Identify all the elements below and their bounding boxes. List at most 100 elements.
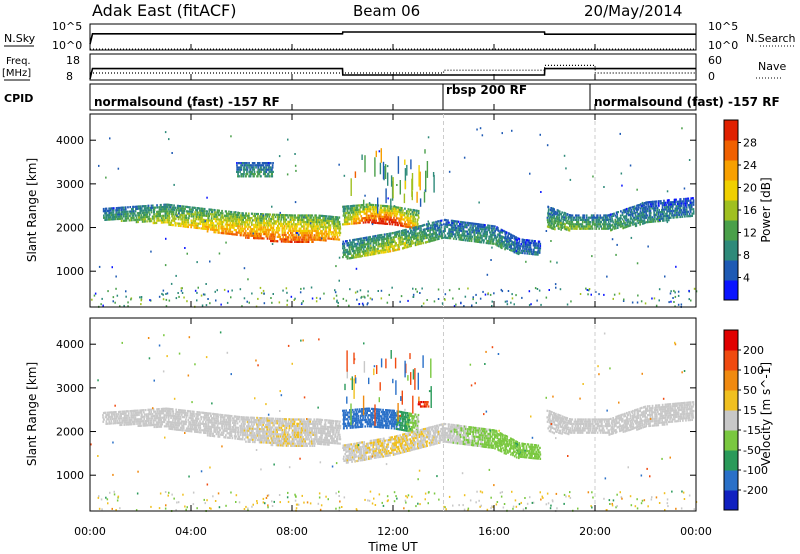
power-cell [516, 239, 518, 242]
power-cell [104, 209, 107, 213]
power-cell [454, 235, 457, 238]
power-cell [129, 210, 132, 213]
power-cell [428, 238, 430, 241]
power-cell [192, 215, 195, 218]
power-cell [330, 237, 333, 240]
power-cell [357, 204, 360, 207]
power-cell [348, 216, 350, 219]
power-cell [674, 198, 676, 201]
power-cell [323, 237, 326, 240]
power-cell [289, 236, 292, 239]
power-cell [305, 234, 307, 237]
power-cell [323, 221, 326, 224]
power-cell [537, 253, 539, 256]
power-cell [213, 226, 216, 229]
power-cell [138, 216, 140, 219]
power-cell [378, 213, 381, 216]
power-cell [683, 200, 685, 203]
power-cell [644, 221, 647, 224]
power-cell [254, 232, 257, 235]
power-cell [353, 238, 356, 241]
power-cell [221, 225, 223, 228]
power-cell [431, 233, 434, 236]
power-cell [330, 220, 333, 223]
power-cell [562, 218, 565, 221]
power-cell [384, 209, 387, 212]
power-sparse-cell [683, 187, 686, 190]
power-cell [587, 225, 590, 228]
power-cell [357, 238, 360, 241]
power-cell [625, 217, 628, 220]
power-sparse-cell [115, 275, 117, 278]
power-ground-cell [644, 302, 647, 305]
velocity-cell [133, 412, 135, 415]
power-cell [261, 213, 264, 216]
power-cell [357, 208, 359, 211]
power-cell [309, 238, 312, 241]
power-ground-cell [513, 303, 515, 306]
power-cell [244, 227, 246, 230]
power-cell [647, 201, 650, 204]
power-cell [350, 241, 352, 244]
power-cell [114, 218, 117, 221]
power-cell [375, 213, 378, 216]
power-cell [647, 216, 650, 219]
power-cell [383, 211, 386, 214]
power-cell [394, 233, 396, 237]
power-cell [592, 218, 595, 221]
power-cell [116, 217, 119, 221]
power-ground-cell [310, 286, 313, 289]
power-cell [360, 237, 363, 240]
power-cell [348, 218, 350, 221]
power-cell [159, 208, 162, 211]
power-cell [307, 229, 309, 232]
power-cell [278, 227, 281, 230]
power-ground-cell [323, 292, 325, 295]
power-ground-cell [419, 292, 421, 294]
power-ground-cell [127, 301, 129, 304]
power-cell [422, 231, 424, 234]
velocity-cell [125, 419, 127, 422]
power-cell [186, 212, 189, 215]
power-cell [268, 215, 271, 218]
power-cell [595, 221, 597, 224]
power-cell [692, 201, 695, 204]
power-cell [359, 221, 361, 224]
power-cell [493, 231, 496, 235]
velocity-cell [105, 420, 108, 423]
power-cell [538, 249, 541, 252]
power-cell [503, 243, 506, 246]
power-cell [353, 204, 355, 207]
power-cell [680, 213, 683, 216]
power-ground-cell [286, 291, 288, 294]
velocity-cell [122, 419, 125, 422]
power-cell [342, 240, 345, 243]
power-cell [381, 211, 384, 214]
power-ground-cell [463, 305, 465, 308]
power-cell [253, 173, 255, 176]
power-cell [436, 224, 438, 228]
power-cell [455, 237, 458, 241]
power-ground-cell [239, 288, 242, 291]
power-cell [415, 228, 418, 231]
power-cell [249, 175, 252, 178]
power-cell [438, 228, 441, 231]
power-cell [305, 240, 308, 243]
power-cell [331, 218, 333, 221]
power-cell [386, 222, 389, 225]
power-cell [655, 200, 658, 203]
power-cell [681, 200, 684, 203]
power-sparse-cell [640, 220, 643, 223]
power-cell [255, 221, 257, 224]
power-cell [569, 227, 571, 230]
power-cell [346, 207, 348, 210]
power-ground-cell [472, 296, 474, 299]
power-cell [195, 226, 197, 229]
power-cell [346, 251, 348, 254]
power-cell [372, 253, 375, 256]
power-cell [243, 234, 245, 237]
power-cell [403, 246, 406, 249]
power-cell [350, 220, 353, 223]
power-cell [673, 214, 675, 217]
power-cell [118, 217, 121, 220]
